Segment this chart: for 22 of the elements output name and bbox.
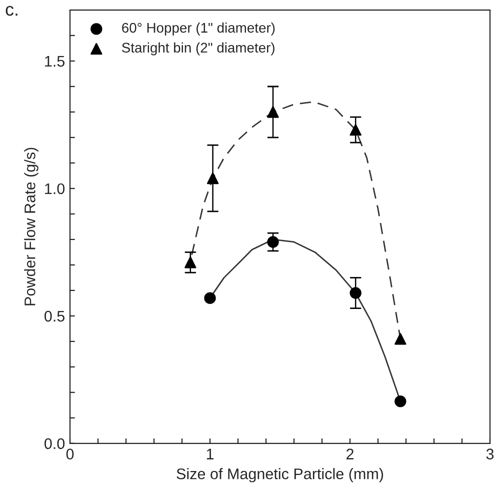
y-tick-label: 0.0 [44, 438, 65, 450]
x-tick-label: 2 [346, 448, 354, 460]
x-tick-label: 1 [206, 448, 214, 460]
x-tick-label: 0 [66, 448, 74, 460]
legend-label: 60° Hopper (1" diameter) [122, 22, 275, 36]
y-tick-label: 1.0 [45, 183, 65, 194]
x-tick-label: 3 [486, 448, 494, 460]
point [267, 106, 279, 118]
point [206, 172, 219, 184]
legend-label: Staright bin (2" diameter) [122, 42, 274, 56]
point [267, 236, 279, 248]
point [184, 256, 196, 268]
point [204, 292, 216, 304]
point [394, 395, 406, 408]
y-tick-label: 0.5 [44, 310, 64, 322]
point [350, 287, 362, 299]
point [350, 124, 362, 136]
y-tick-label: 1.5 [45, 56, 64, 67]
point [394, 333, 406, 345]
y-axis-title: Powder Flow Rate (g/s) [24, 148, 38, 306]
text: c. [6, 6, 18, 16]
x-axis-title: Size of Magnetic Particle (mm) [176, 468, 384, 482]
